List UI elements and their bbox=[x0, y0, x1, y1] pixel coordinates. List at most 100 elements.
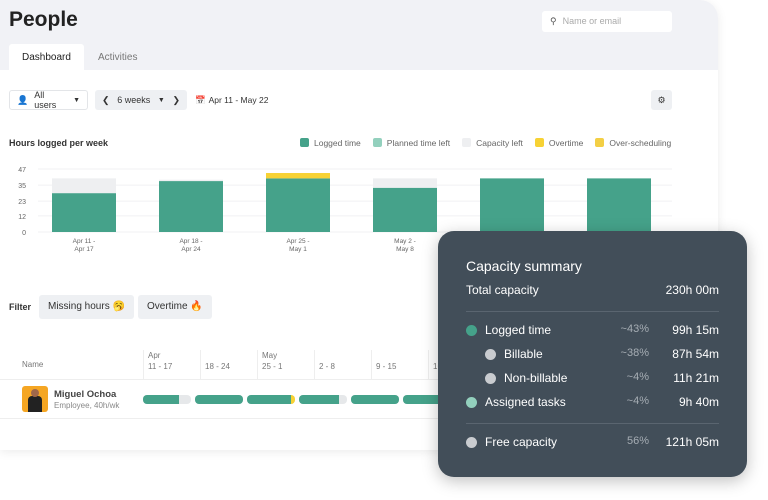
bar-overtime[interactable] bbox=[266, 173, 330, 179]
total-capacity-value: 230h 00m bbox=[665, 283, 719, 297]
legend-swatch bbox=[372, 138, 382, 147]
date-label: Apr 11 - May 22 bbox=[208, 95, 269, 105]
legend-label: Over-scheduling bbox=[609, 138, 672, 148]
bar-logged-time[interactable] bbox=[159, 181, 223, 232]
summary-value: 11h 21m bbox=[673, 371, 719, 385]
status-dot-icon bbox=[466, 437, 477, 448]
week-capacity-bar[interactable] bbox=[195, 395, 243, 404]
week-capacity-bar[interactable] bbox=[247, 395, 295, 404]
status-dot-icon bbox=[466, 325, 477, 336]
summary-value: 9h 40m bbox=[678, 395, 719, 409]
range-selector[interactable]: ❮ 6 weeks ▼ ❯ bbox=[95, 90, 187, 110]
bar-logged-time[interactable] bbox=[480, 178, 544, 232]
summary-label: Non-billable bbox=[504, 371, 568, 385]
week-month bbox=[376, 350, 428, 361]
date-range[interactable]: 📅 Apr 11 - May 22 bbox=[188, 90, 275, 110]
bar-logged-time[interactable] bbox=[373, 187, 437, 232]
summary-percent: ~4% bbox=[626, 371, 649, 383]
chart-legend: Logged time Planned time left Capacity lef… bbox=[300, 138, 671, 148]
week-column-header: 2 - 8 bbox=[314, 350, 371, 379]
person-name[interactable]: Miguel Ochoa bbox=[54, 389, 117, 400]
x-tick-label: May 8 bbox=[396, 246, 414, 253]
search-input[interactable]: ⚲ Name or email bbox=[542, 11, 672, 32]
legend-item: Planned time left bbox=[372, 138, 451, 148]
legend-label: Logged time bbox=[314, 138, 361, 148]
user-icon: 👤 bbox=[17, 94, 29, 105]
settings-button[interactable]: ⚙ bbox=[651, 90, 672, 110]
summary-value: 87h 54m bbox=[672, 347, 719, 361]
hours-chart: 0 12 23 35 47 Apr 11 -Apr 17 Apr 18 -Apr 24 Apr… bbox=[18, 167, 672, 253]
y-tick-label: 23 bbox=[18, 199, 26, 206]
bar-logged-time[interactable] bbox=[52, 193, 116, 232]
legend-item: Logged time bbox=[300, 138, 361, 148]
week-column-header: 16 bbox=[428, 350, 485, 379]
logged-fill bbox=[247, 395, 292, 404]
tab-activities[interactable]: Activities bbox=[98, 52, 138, 63]
summary-percent: ~38% bbox=[620, 347, 649, 359]
logged-fill bbox=[403, 395, 451, 404]
x-tick-label: Apr 17 bbox=[74, 246, 94, 253]
week-range: 18 - 24 bbox=[205, 362, 230, 371]
bar-logged-time[interactable] bbox=[587, 178, 651, 232]
search-icon: ⚲ bbox=[550, 16, 557, 26]
week-capacity-bar[interactable] bbox=[351, 395, 399, 404]
week-capacity-bar[interactable] bbox=[143, 395, 191, 404]
caret-down-icon: ▼ bbox=[157, 96, 165, 104]
x-tick-label: May 1 bbox=[289, 246, 307, 253]
legend-swatch bbox=[300, 138, 309, 147]
week-column-header: May 25 - 1 bbox=[257, 350, 314, 379]
week-range: 11 - 17 bbox=[148, 362, 173, 371]
legend-item: Capacity left bbox=[462, 138, 523, 148]
logged-fill bbox=[299, 395, 339, 404]
week-month: Apr bbox=[148, 351, 161, 360]
week-month bbox=[319, 350, 371, 361]
chart-title: Hours logged per week bbox=[9, 138, 109, 148]
y-tick-label: 35 bbox=[18, 183, 26, 190]
legend-label: Overtime bbox=[548, 138, 584, 148]
status-dot-icon bbox=[466, 397, 477, 408]
filter-overtime[interactable]: Overtime 🔥 bbox=[138, 295, 212, 319]
legend-swatch bbox=[595, 138, 605, 147]
chevron-right-icon[interactable]: ❯ bbox=[172, 94, 180, 105]
legend-label: Capacity left bbox=[476, 138, 523, 148]
week-range: 9 - 15 bbox=[376, 362, 397, 371]
calendar-icon: 📅 bbox=[195, 94, 206, 105]
week-range: 25 - 1 bbox=[262, 362, 283, 371]
week-range: 16 bbox=[433, 361, 485, 372]
bar-logged-time[interactable] bbox=[266, 178, 330, 232]
filter-missing-hours[interactable]: Missing hours 🥱 bbox=[39, 295, 134, 319]
legend-label: Planned time left bbox=[386, 138, 451, 148]
summary-row: Billable ~38% 87h 54m bbox=[438, 347, 747, 363]
people-panel: People ⚲ Name or email Dashboard Activiti… bbox=[0, 0, 718, 419]
page-title: People bbox=[9, 8, 78, 31]
chevron-left-icon[interactable]: ❮ bbox=[102, 94, 110, 105]
range-label: 6 weeks bbox=[117, 95, 151, 105]
summary-value: 99h 15m bbox=[672, 323, 719, 337]
bar-capacity-left[interactable] bbox=[159, 179, 223, 182]
week-column-header: 18 - 24 bbox=[200, 350, 257, 379]
x-tick-label: Apr 25 - bbox=[286, 238, 309, 245]
x-tick-label: Apr 11 - bbox=[73, 238, 96, 245]
summary-row: Logged time ~43% 99h 15m bbox=[438, 323, 747, 339]
summary-label: Free capacity bbox=[485, 435, 558, 449]
week-capacity-bar[interactable] bbox=[403, 395, 451, 404]
total-capacity-label: Total capacity bbox=[466, 283, 539, 297]
y-tick-label: 47 bbox=[18, 167, 26, 174]
logged-fill bbox=[143, 395, 179, 404]
avatar bbox=[22, 386, 48, 412]
week-column-header: 9 - 15 bbox=[371, 350, 428, 379]
logged-fill bbox=[195, 395, 243, 404]
week-column-header: Apr 11 - 17 bbox=[143, 350, 200, 379]
summary-label: Logged time bbox=[485, 323, 552, 337]
summary-row: Non-billable ~4% 11h 21m bbox=[438, 371, 747, 387]
tab-dashboard[interactable]: Dashboard bbox=[9, 44, 84, 70]
users-dropdown[interactable]: 👤 All users ▼ bbox=[9, 90, 88, 110]
summary-label: Assigned tasks bbox=[485, 395, 566, 409]
bar-capacity-left[interactable] bbox=[373, 178, 437, 188]
overtime-fill bbox=[291, 395, 295, 404]
week-capacity-bar[interactable] bbox=[299, 395, 347, 404]
name-column-header: Name bbox=[22, 360, 44, 369]
bar-capacity-left[interactable] bbox=[52, 178, 116, 194]
legend-swatch bbox=[534, 138, 544, 147]
legend-item: Over-scheduling bbox=[595, 138, 671, 148]
